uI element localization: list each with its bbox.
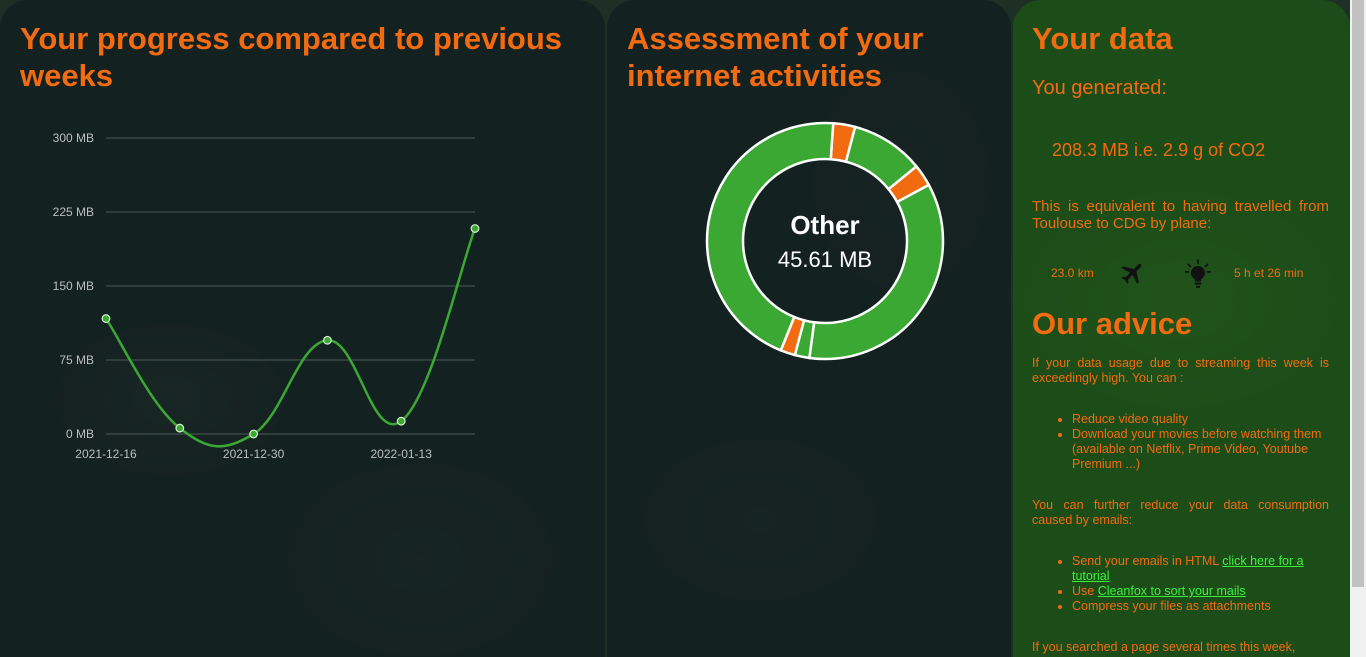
- progress-title: Your progress compared to previous weeks: [20, 21, 563, 93]
- y-tick-label: 300 MB: [53, 131, 94, 145]
- your-data-title: Your data: [1032, 21, 1173, 56]
- list-item: Reduce video quality: [1072, 412, 1329, 427]
- lightbulb-icon: [1185, 259, 1211, 288]
- search-advice-text: If you searched a page several times thi…: [1032, 640, 1296, 654]
- list-item: Compress your files as attachments: [1072, 599, 1329, 614]
- email-advice-list: Send your emails in HTML click here for …: [1032, 554, 1329, 614]
- x-tick-label: 2022-01-13: [371, 447, 433, 461]
- distance-value: 23.0 km: [1051, 266, 1094, 280]
- data-point[interactable]: [396, 416, 406, 426]
- page-scrollbar[interactable]: [1350, 0, 1366, 657]
- progress-line-chart: 0 MB 75 MB 150 MB 225 MB 300 MB 2021-12-16 202…: [53, 131, 480, 461]
- your-data-panel: Your data You generated: 208.3 MB i.e. 2…: [1013, 0, 1350, 657]
- x-tick-label: 2021-12-30: [223, 447, 285, 461]
- data-point[interactable]: [470, 224, 480, 233]
- scrollbar-thumb[interactable]: [1352, 0, 1364, 587]
- y-tick-label: 225 MB: [53, 205, 94, 219]
- data-point[interactable]: [101, 314, 111, 323]
- generated-label: You generated:: [1032, 77, 1167, 99]
- html-tutorial-link[interactable]: click here for a tutorial: [1072, 554, 1304, 583]
- data-point[interactable]: [249, 429, 259, 439]
- progress-panel: Your progress compared to previous weeks…: [0, 0, 605, 657]
- streaming-advice-text: If your data usage due to streaming this…: [1032, 356, 1329, 385]
- x-tick-label: 2021-12-16: [75, 447, 137, 461]
- y-tick-label: 0 MB: [66, 427, 94, 441]
- data-point[interactable]: [175, 423, 185, 433]
- donut-center-label: Other: [790, 210, 860, 240]
- email-advice-text: You can further reduce your data consump…: [1032, 498, 1329, 527]
- list-item: Download your movies before watching the…: [1072, 427, 1329, 472]
- series-line: [104, 228, 477, 448]
- generated-value: 208.3 MB i.e. 2.9 g of CO2: [1052, 140, 1266, 160]
- advice-title: Our advice: [1032, 306, 1193, 341]
- donut-segment[interactable]: [807, 183, 945, 361]
- list-item: Use Cleanfox to sort your mails: [1072, 584, 1329, 599]
- data-point[interactable]: [323, 335, 332, 345]
- streaming-advice-list: Reduce video quality Download your movie…: [1032, 412, 1329, 472]
- travel-stats: 23.0 km 5 h et 26 min: [1013, 255, 1350, 295]
- equivalent-text: This is equivalent to having travelled f…: [1032, 198, 1329, 232]
- duration-value: 5 h et 26 min: [1234, 266, 1304, 280]
- assessment-panel: Assessment of your internet activities O…: [607, 0, 1011, 657]
- assessment-title: Assessment of your internet activities: [627, 21, 924, 93]
- airplane-icon: [1121, 263, 1142, 284]
- y-tick-label: 75 MB: [59, 353, 94, 367]
- cleanfox-link[interactable]: Cleanfox to sort your mails: [1097, 584, 1246, 598]
- donut-center-value: 45.61 MB: [777, 247, 873, 272]
- y-tick-label: 150 MB: [53, 279, 94, 293]
- donut-segment[interactable]: [705, 121, 835, 353]
- activity-donut-chart[interactable]: [704, 120, 946, 362]
- list-item: Send your emails in HTML click here for …: [1072, 554, 1329, 584]
